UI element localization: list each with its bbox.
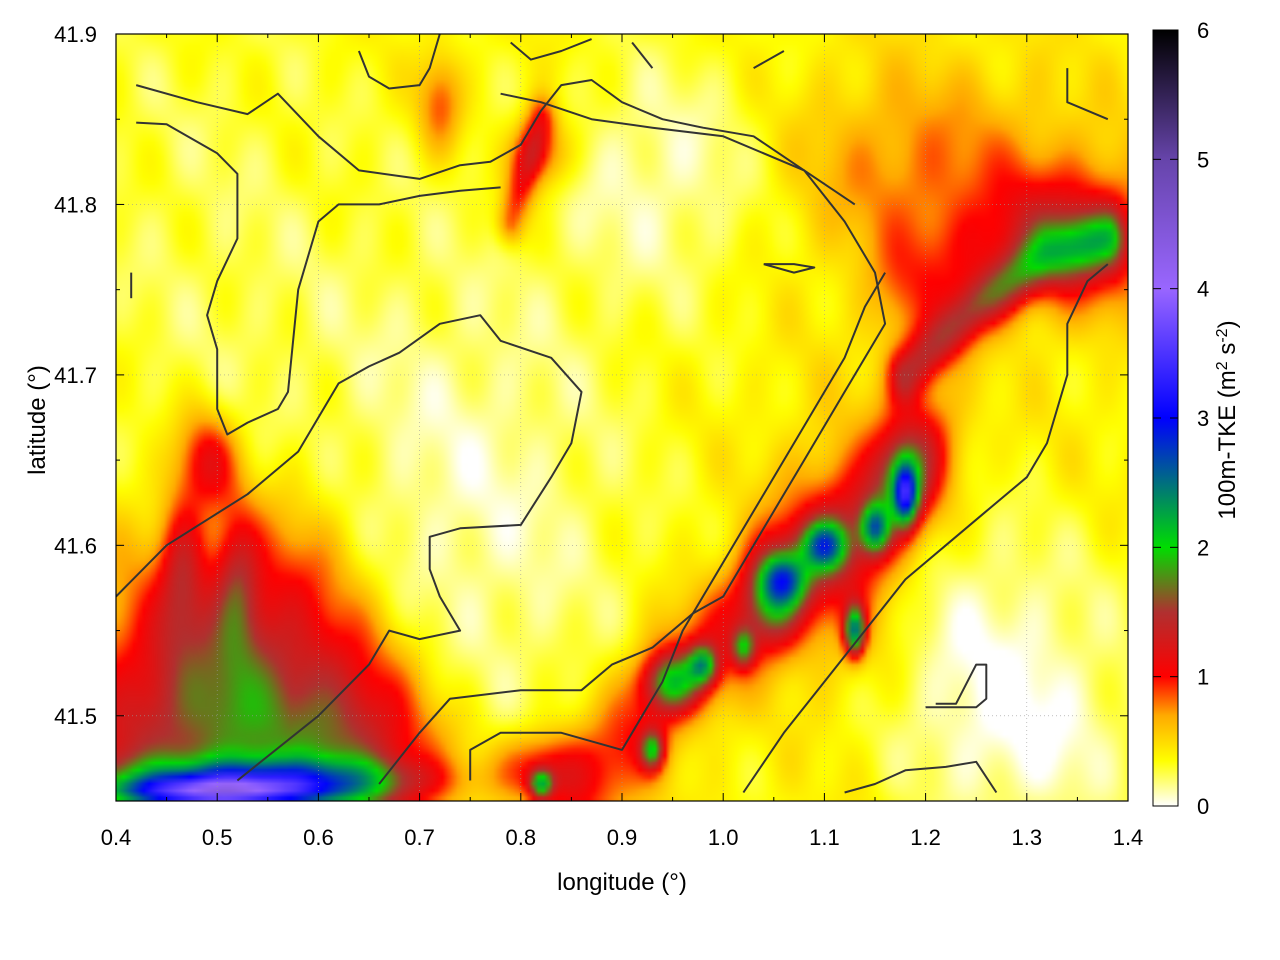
contour-lines [116, 34, 1109, 794]
x-tick-label: 0.7 [404, 825, 435, 850]
colorbar-label-sup: -2 [1214, 328, 1231, 342]
contour-line [135, 79, 856, 206]
colorbar-tick-label: 6 [1197, 18, 1209, 43]
contour-line [631, 41, 654, 69]
plot-area [115, 33, 1129, 802]
colorbar-label-sup: 2 [1214, 361, 1231, 370]
contour-line [469, 272, 886, 781]
y-axis: 41.5 41.6 41.7 41.8 41.9 [54, 22, 1128, 802]
colorbar-label-part: s [1214, 343, 1241, 362]
x-axis: 0.4 0.5 0.6 0.7 0.8 0.9 1.0 1.1 1.2 1.3 1.4 [101, 34, 1144, 850]
x-tick-label: 0.9 [607, 825, 638, 850]
colorbar-label-part: ) [1214, 320, 1241, 328]
colorbar-tick-label: 0 [1197, 794, 1209, 819]
y-tick-label: 41.8 [54, 192, 97, 217]
x-tick-label: 0.8 [506, 825, 537, 850]
colorbar-tick-label: 3 [1197, 406, 1209, 431]
contour-line [925, 663, 988, 709]
colorbar-label: 100m-TKE (m2 s-2) [1214, 320, 1242, 519]
colorbar-label-part: 100m-TKE (m [1214, 370, 1241, 519]
contour-line [510, 38, 592, 61]
y-tick-label: 41.7 [54, 363, 97, 388]
contour-line [763, 263, 816, 274]
x-tick-label: 0.4 [101, 825, 132, 850]
contour-line [753, 50, 785, 69]
x-tick-label: 0.6 [303, 825, 334, 850]
x-tick-label: 0.5 [202, 825, 233, 850]
colorbar-tick-label: 4 [1197, 277, 1209, 302]
contour-line [844, 760, 998, 794]
colorbar: 0 1 2 3 4 5 6 100m-TKE (m2 s-2) [1152, 18, 1242, 819]
contour-line [116, 314, 583, 782]
colorbar-ticks: 0 1 2 3 4 5 6 [1153, 18, 1209, 819]
colorbar-tick-label: 2 [1197, 535, 1209, 560]
colorbar-tick-label: 5 [1197, 147, 1209, 172]
contour-line [357, 34, 441, 90]
x-tick-label: 1.0 [708, 825, 739, 850]
x-tick-label: 1.3 [1012, 825, 1043, 850]
y-tick-label: 41.9 [54, 22, 97, 47]
colorbar-tick-label: 1 [1197, 665, 1209, 690]
heatmap-field [116, 34, 1128, 801]
contour-line [742, 263, 1109, 794]
y-tick-label: 41.6 [54, 533, 97, 558]
y-axis-label: latitude (°) [24, 365, 51, 475]
x-tick-label: 1.1 [809, 825, 840, 850]
x-tick-label: 1.2 [910, 825, 941, 850]
contour-line [378, 92, 887, 785]
contour-line [1066, 68, 1109, 121]
x-tick-label: 1.4 [1113, 825, 1144, 850]
x-axis-label: longitude (°) [557, 869, 687, 896]
contour-line [136, 121, 501, 436]
y-tick-label: 41.5 [54, 704, 97, 729]
